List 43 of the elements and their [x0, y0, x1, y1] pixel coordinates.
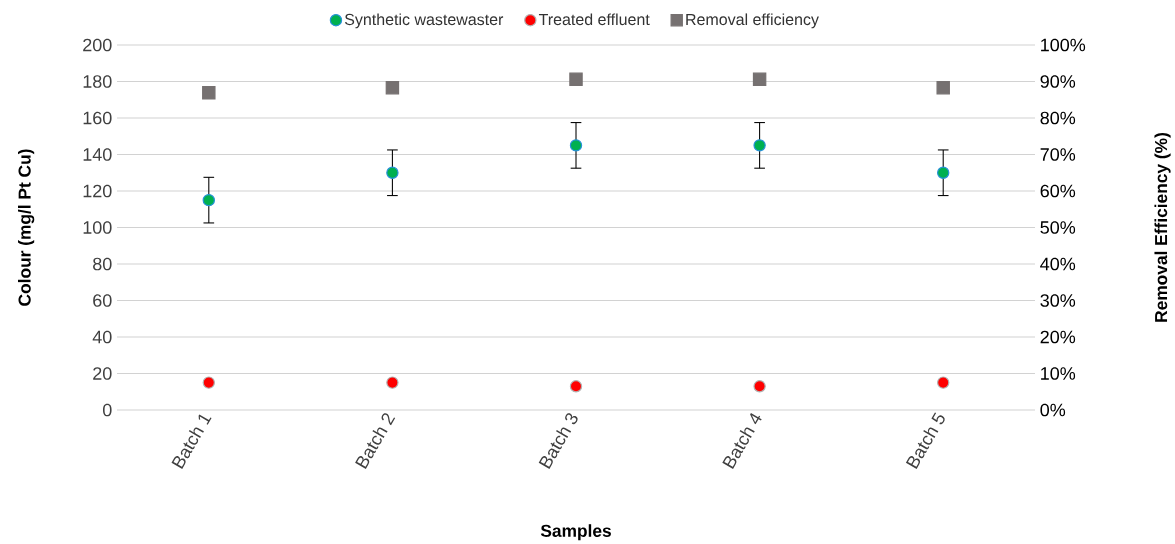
y-tick-label: 20	[93, 367, 112, 380]
point	[753, 139, 766, 152]
legend-label: Removal efficiency	[686, 13, 819, 29]
point	[569, 72, 583, 87]
legend-label: Synthetic wastewaster	[344, 13, 504, 29]
y-tick-label: 100	[83, 221, 112, 234]
y2-tick-label: 60%	[1040, 184, 1076, 198]
point	[385, 80, 400, 95]
y2-tick-label: 90%	[1040, 75, 1076, 88]
y2-tick-label: 20%	[1040, 330, 1076, 344]
x-axis-title: Samples	[540, 524, 611, 541]
y2-tick-label: 70%	[1040, 148, 1076, 161]
y-axis-title: Colour (mg/l Pt Cu)	[18, 149, 35, 306]
y2-axis-title: Removal Efficiency (%)	[1154, 133, 1171, 322]
y2-tick-label: 100%	[1041, 38, 1086, 52]
y-tick-label: 80	[93, 257, 112, 271]
y2-tick-label: 10%	[1041, 367, 1076, 380]
point	[753, 380, 766, 393]
y-tick-label: 40	[92, 330, 112, 344]
y-tick-label: 60	[93, 294, 112, 307]
y-tick-label: 140	[83, 148, 112, 161]
y2-tick-label: 80%	[1040, 111, 1076, 125]
point	[202, 193, 215, 207]
point	[202, 86, 216, 100]
y-tick-label: 160	[83, 111, 112, 125]
point	[569, 139, 583, 152]
point	[569, 380, 583, 393]
y-tick-label: 120	[83, 184, 112, 198]
y-tick-label: 0	[102, 403, 112, 417]
point	[937, 166, 950, 179]
legend-label: Treated effluent	[538, 13, 650, 26]
y-tick-label: 200	[83, 38, 112, 52]
point	[936, 80, 950, 95]
point	[752, 72, 767, 87]
y2-tick-label: 30%	[1040, 294, 1076, 307]
y2-tick-label: 50%	[1040, 221, 1076, 234]
y-tick-label: 180	[83, 75, 112, 88]
y2-tick-label: 0%	[1040, 403, 1066, 417]
point	[386, 376, 399, 389]
point	[937, 376, 950, 389]
point	[386, 166, 399, 179]
y2-tick-label: 40%	[1040, 257, 1076, 271]
point	[202, 376, 215, 389]
